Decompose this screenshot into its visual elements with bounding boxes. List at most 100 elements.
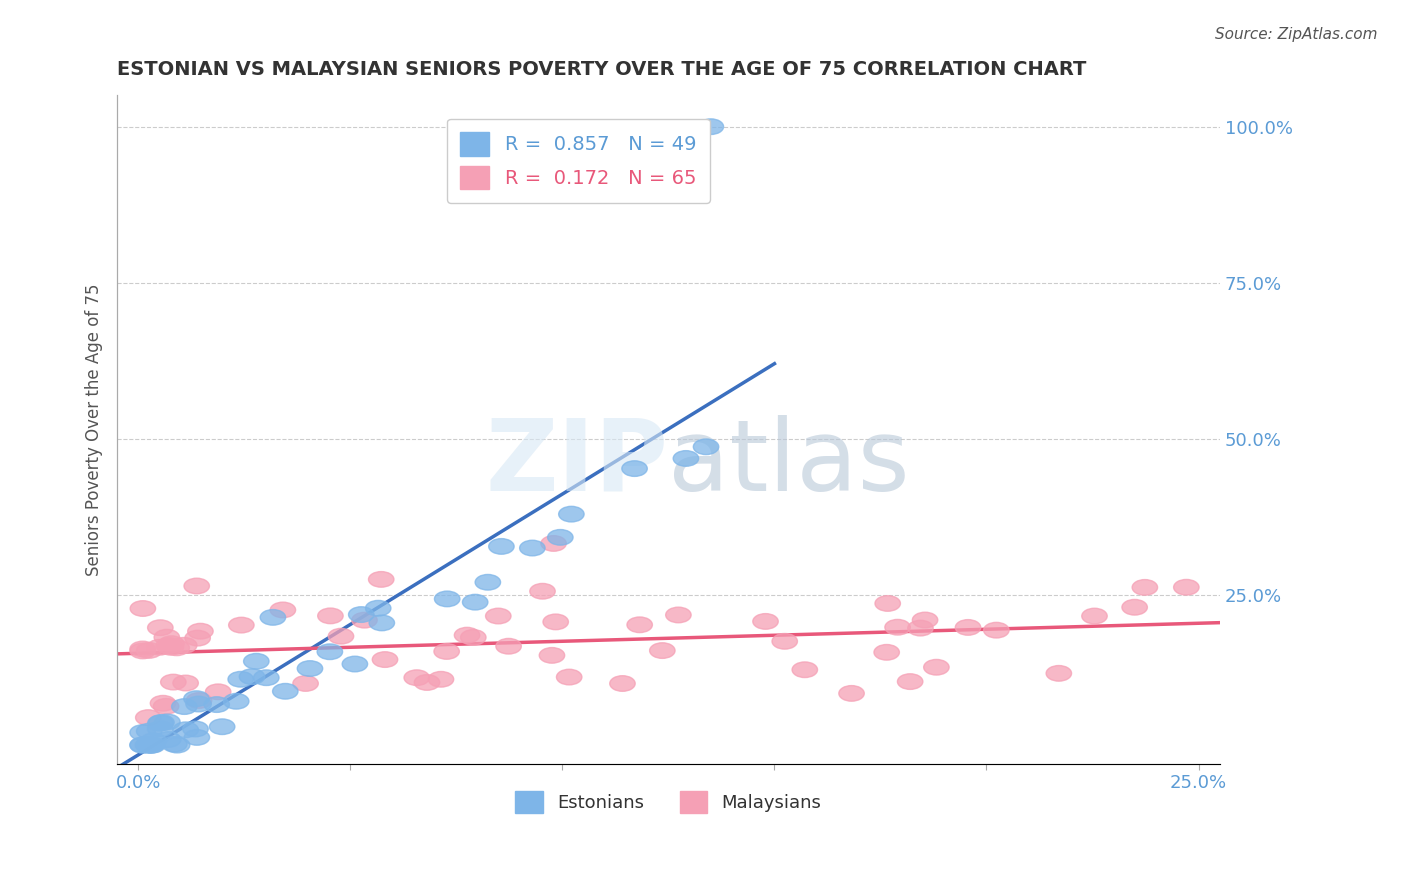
Ellipse shape	[373, 652, 398, 667]
Ellipse shape	[253, 670, 278, 685]
Ellipse shape	[184, 578, 209, 594]
Ellipse shape	[129, 737, 155, 753]
Ellipse shape	[342, 657, 367, 672]
Ellipse shape	[370, 615, 395, 631]
Ellipse shape	[173, 675, 198, 690]
Ellipse shape	[955, 620, 981, 635]
Ellipse shape	[270, 602, 295, 618]
Ellipse shape	[139, 738, 166, 753]
Ellipse shape	[558, 507, 583, 522]
Ellipse shape	[924, 659, 949, 675]
Ellipse shape	[665, 607, 692, 623]
Text: Source: ZipAtlas.com: Source: ZipAtlas.com	[1215, 27, 1378, 42]
Ellipse shape	[136, 723, 162, 739]
Ellipse shape	[912, 612, 938, 628]
Ellipse shape	[183, 721, 208, 737]
Ellipse shape	[131, 600, 156, 616]
Ellipse shape	[434, 591, 460, 607]
Ellipse shape	[1122, 599, 1147, 615]
Ellipse shape	[129, 725, 155, 740]
Ellipse shape	[155, 714, 180, 730]
Ellipse shape	[792, 662, 817, 678]
Ellipse shape	[260, 609, 285, 625]
Text: atlas: atlas	[668, 415, 910, 511]
Ellipse shape	[839, 686, 865, 701]
Ellipse shape	[148, 620, 173, 635]
Ellipse shape	[136, 642, 162, 658]
Ellipse shape	[328, 628, 354, 644]
Ellipse shape	[673, 450, 699, 467]
Y-axis label: Seniors Poverty Over the Age of 75: Seniors Poverty Over the Age of 75	[86, 284, 103, 576]
Ellipse shape	[297, 661, 323, 676]
Ellipse shape	[540, 648, 565, 663]
Ellipse shape	[165, 738, 190, 753]
Ellipse shape	[150, 696, 176, 711]
Ellipse shape	[610, 676, 636, 691]
Ellipse shape	[489, 539, 515, 554]
Ellipse shape	[172, 638, 197, 653]
Ellipse shape	[209, 719, 235, 734]
Ellipse shape	[693, 439, 718, 455]
Ellipse shape	[138, 738, 165, 753]
Ellipse shape	[149, 714, 174, 731]
Ellipse shape	[772, 633, 797, 649]
Ellipse shape	[1174, 580, 1199, 595]
Ellipse shape	[148, 721, 173, 737]
Ellipse shape	[148, 640, 173, 655]
Ellipse shape	[875, 596, 900, 611]
Ellipse shape	[129, 641, 155, 657]
Ellipse shape	[429, 672, 454, 687]
Ellipse shape	[162, 736, 187, 752]
Ellipse shape	[173, 722, 198, 738]
Ellipse shape	[485, 608, 510, 624]
Ellipse shape	[135, 710, 162, 725]
Ellipse shape	[547, 530, 574, 545]
Ellipse shape	[543, 614, 568, 630]
Ellipse shape	[454, 627, 479, 643]
Ellipse shape	[366, 600, 391, 616]
Ellipse shape	[172, 698, 197, 714]
Ellipse shape	[160, 674, 186, 690]
Ellipse shape	[908, 620, 934, 636]
Ellipse shape	[165, 640, 190, 656]
Ellipse shape	[1046, 665, 1071, 681]
Ellipse shape	[135, 738, 160, 753]
Ellipse shape	[205, 684, 231, 699]
Ellipse shape	[184, 691, 209, 706]
Ellipse shape	[520, 541, 546, 556]
Ellipse shape	[318, 608, 343, 624]
Ellipse shape	[136, 738, 162, 753]
Ellipse shape	[187, 693, 212, 708]
Ellipse shape	[404, 670, 429, 685]
Ellipse shape	[155, 630, 180, 645]
Ellipse shape	[699, 119, 724, 135]
Legend: Estonians, Malaysians: Estonians, Malaysians	[506, 781, 831, 822]
Ellipse shape	[1132, 580, 1157, 595]
Ellipse shape	[129, 643, 155, 658]
Ellipse shape	[186, 697, 211, 712]
Ellipse shape	[204, 697, 229, 713]
Ellipse shape	[243, 654, 269, 669]
Ellipse shape	[292, 675, 318, 691]
Ellipse shape	[463, 594, 488, 610]
Ellipse shape	[159, 636, 184, 651]
Text: ESTONIAN VS MALAYSIAN SENIORS POVERTY OVER THE AGE OF 75 CORRELATION CHART: ESTONIAN VS MALAYSIAN SENIORS POVERTY OV…	[117, 60, 1087, 78]
Ellipse shape	[752, 614, 779, 629]
Ellipse shape	[541, 535, 567, 551]
Ellipse shape	[141, 733, 166, 748]
Ellipse shape	[156, 638, 181, 654]
Ellipse shape	[557, 669, 582, 685]
Ellipse shape	[156, 731, 181, 747]
Ellipse shape	[368, 572, 394, 587]
Ellipse shape	[461, 630, 486, 645]
Ellipse shape	[129, 738, 155, 753]
Ellipse shape	[239, 669, 264, 684]
Ellipse shape	[148, 715, 173, 731]
Ellipse shape	[984, 623, 1010, 638]
Ellipse shape	[884, 619, 910, 635]
Ellipse shape	[650, 643, 675, 658]
Ellipse shape	[184, 730, 209, 745]
Ellipse shape	[875, 645, 900, 660]
Ellipse shape	[273, 683, 298, 699]
Ellipse shape	[352, 612, 377, 628]
